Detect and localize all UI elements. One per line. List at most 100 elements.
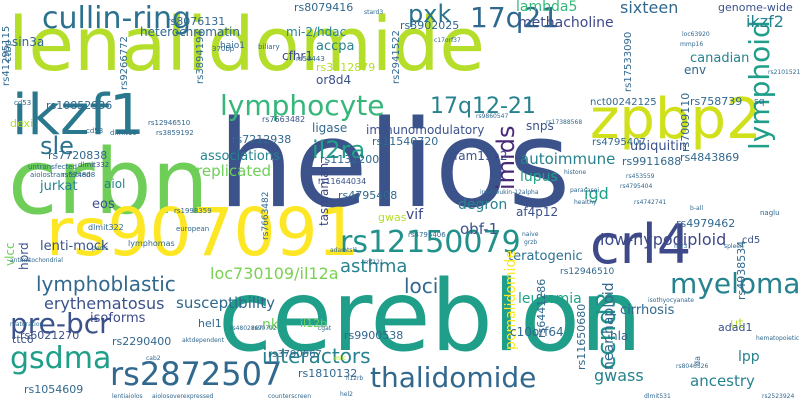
word-il12b: il12b bbox=[300, 317, 328, 330]
word-pxk: pxk bbox=[408, 0, 452, 28]
word-dlmit322: rs574808 bbox=[62, 171, 96, 179]
word-ttc6: ttc6 bbox=[12, 333, 34, 346]
word-il12rb: cab2 bbox=[146, 355, 161, 362]
word-rs4843869: rs4843869 bbox=[680, 151, 740, 164]
word-rs8076131: rs8076131 bbox=[166, 15, 226, 28]
word-rs7720838: rs7720838 bbox=[48, 149, 108, 162]
word-rs1810132: rs1810132 bbox=[298, 367, 358, 380]
word-rs8046526: rs2523924 bbox=[762, 393, 795, 400]
word-naive: rnf121 bbox=[364, 259, 384, 266]
word-rs11644034: rs50443 bbox=[296, 55, 325, 63]
word-rs12946510: rs12946510 bbox=[148, 119, 191, 127]
word-adamtsl1: rs7663482 bbox=[262, 115, 306, 124]
word-replicated: replicated bbox=[196, 162, 271, 180]
word-autoimmune: autoimmune bbox=[520, 150, 616, 168]
word-interleukin-12alpha: adamtsl1 bbox=[330, 247, 358, 254]
word-rs4979462: rs4979462 bbox=[676, 217, 736, 230]
word-lenti-mock: lenti-mock bbox=[40, 239, 109, 254]
word-loci: loci bbox=[404, 274, 439, 298]
word-european: dlmit322 bbox=[88, 223, 124, 232]
word-rs90792: aktdependent bbox=[182, 337, 224, 344]
word-6p21-32: biliary bbox=[258, 43, 280, 51]
word-nct00242125: nct00242125 bbox=[590, 97, 657, 108]
word-af4p12: af4p12 bbox=[516, 205, 559, 219]
word-cd53: cd53 bbox=[86, 127, 104, 135]
word-rs574808: untransfected bbox=[28, 163, 77, 171]
word-histone: naive bbox=[522, 231, 539, 238]
word-cirrhosis: cirrhosis bbox=[620, 303, 675, 318]
word-degron: degron bbox=[458, 197, 508, 213]
word-dexi: dexi bbox=[10, 117, 34, 130]
word-rs453559: rs9860547 bbox=[476, 113, 509, 120]
word-lambda5: lambda5 bbox=[516, 0, 578, 15]
word-cd5: cd5 bbox=[742, 235, 761, 246]
word-rs4795406: rs11644034 bbox=[318, 177, 367, 186]
word-rs17388568: paracasei bbox=[570, 187, 600, 194]
word-rs6441286: rs6441286 bbox=[535, 278, 548, 338]
word-fam19a2: fam19a2 bbox=[454, 149, 508, 163]
word-da: rs12946510 bbox=[560, 267, 615, 277]
word-counterscreen: il12rb bbox=[346, 375, 364, 382]
word-zpbp2: zpbp2 bbox=[590, 87, 762, 152]
word-accpa: accpa bbox=[316, 39, 355, 54]
word-dlmit19: dlmit19 bbox=[110, 129, 137, 137]
word-pre-bcr: pre-bcr bbox=[10, 307, 111, 340]
word-miic: cgat bbox=[318, 325, 332, 332]
word-ctbp: cd53 bbox=[14, 99, 32, 107]
word-rs2941522: rs2941522 bbox=[391, 30, 402, 84]
word-b-all: healthy bbox=[574, 199, 597, 206]
word-ubiquitin: ubiquitin bbox=[630, 139, 688, 154]
word-rs2872507: rs2872507 bbox=[110, 355, 283, 393]
word-il7r: rs4795407 bbox=[592, 137, 646, 148]
word-snps: snps bbox=[526, 119, 554, 133]
word-rs4795404: rs17388568 bbox=[546, 119, 583, 126]
word-crl4: crl4 bbox=[590, 213, 692, 276]
word-cncm: antimitochondrial bbox=[10, 257, 63, 264]
word-haio1: european bbox=[176, 225, 210, 233]
word-jurkat: jurkat bbox=[40, 179, 78, 194]
word-aiolosoverexpressed: hel2 bbox=[340, 391, 353, 398]
word-isothyocyanate: ncr3 bbox=[674, 243, 688, 250]
word-rs1998359: lymphomas bbox=[128, 239, 175, 248]
word-associations: associations bbox=[200, 149, 280, 164]
word-ligase: ligase bbox=[312, 121, 348, 135]
word-rs3212879: rs3212879 bbox=[316, 61, 376, 74]
word-hematopoietic: spleen bbox=[724, 243, 744, 250]
word-loc63920: dlmit531 bbox=[644, 393, 671, 400]
word-rs4802867: maturation bbox=[10, 321, 44, 328]
word-rs9860547: histone bbox=[564, 169, 587, 176]
word-antimitochondrial: aiolosoverexpressed bbox=[152, 393, 214, 400]
word-rs6021270: rs6021270 bbox=[20, 329, 80, 342]
word-rs8079416: rs8079416 bbox=[294, 1, 354, 14]
word-dlmit531: hematopoietic bbox=[756, 335, 800, 342]
word-rs7009110: rs7009110 bbox=[679, 92, 692, 152]
word-rs1132200: rs1132200 bbox=[320, 153, 380, 166]
word-rs3902025: rs3902025 bbox=[400, 19, 460, 32]
word-gwas: gwas bbox=[378, 211, 407, 224]
word-lymphoblastic: lymphoblastic bbox=[36, 272, 176, 296]
word-rs17533090: rs17533090 bbox=[623, 31, 634, 92]
word-sin3a: sin3a bbox=[12, 35, 45, 49]
word-immunomodulatory: immunomodulatory bbox=[366, 123, 485, 137]
word-vif: vif bbox=[406, 207, 424, 223]
word-env: env bbox=[684, 63, 707, 77]
word-paracasei: grzb bbox=[524, 239, 538, 246]
word-genome-wide: genome-wide bbox=[718, 1, 793, 14]
word-aiol: aiol bbox=[104, 177, 126, 191]
word-spleen: naglu bbox=[760, 209, 780, 217]
word-methacholine: methacholine bbox=[518, 15, 614, 31]
word-lupus: lupus bbox=[520, 169, 558, 185]
word-rs2290400: rs2290400 bbox=[112, 335, 172, 348]
word-lpp: lpp bbox=[738, 349, 760, 365]
word-hel2: miic bbox=[334, 355, 347, 362]
word-370bp: rs1998359 bbox=[174, 207, 212, 215]
word-vlcc: ctbp bbox=[3, 39, 14, 62]
word-cd4: sq bbox=[754, 97, 765, 107]
word-tasmanian: tasmanian bbox=[317, 162, 331, 226]
word-rs2101521: loc63920 bbox=[682, 31, 710, 38]
word-rs4742741: rs4795404 bbox=[620, 183, 653, 190]
word-ut: ut bbox=[730, 317, 744, 332]
word-near-haploid: near-haploid bbox=[601, 282, 617, 370]
word-maturation: stard3 bbox=[364, 9, 384, 16]
